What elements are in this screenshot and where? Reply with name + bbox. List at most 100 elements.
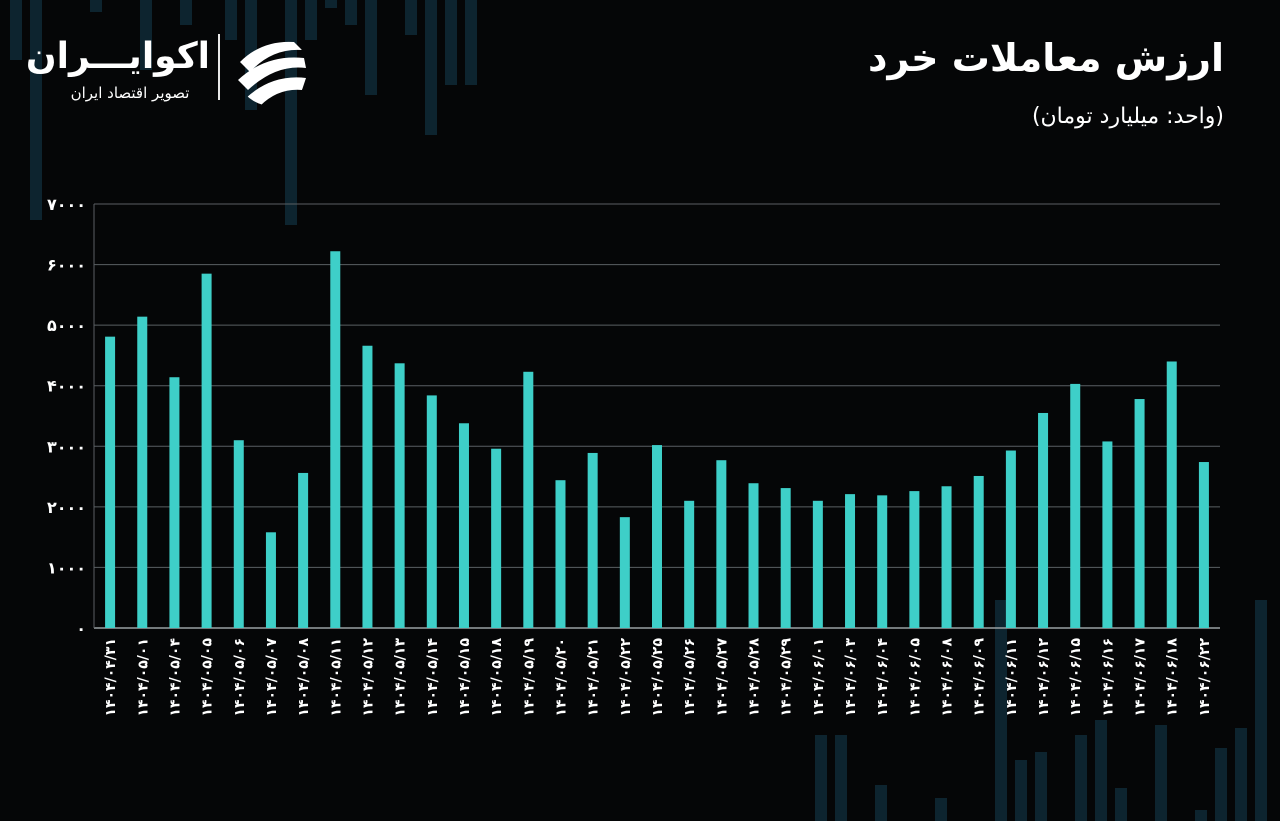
chart-subtitle: (واحد: میلیارد تومان)	[1031, 104, 1224, 129]
bar	[1070, 383, 1081, 628]
background-candle	[1095, 720, 1107, 821]
background-candle	[180, 0, 192, 25]
x-tick-label: ۱۴۰۴/۰۶/۰۹	[972, 638, 988, 717]
x-tick-label: ۱۴۰۴/۰۵/۱۱	[328, 638, 344, 717]
x-tick-label: ۱۴۰۴/۰۵/۲۸	[747, 638, 763, 717]
background-candle	[405, 0, 417, 35]
bar	[845, 494, 856, 628]
x-tick-label: ۱۴۰۴/۰۵/۲۵	[650, 638, 666, 717]
x-tick-label: ۱۴۰۴/۰۵/۱۵	[457, 638, 473, 717]
bar	[233, 440, 244, 628]
bar	[877, 495, 888, 628]
y-tick-label: ۲۰۰۰	[47, 498, 86, 517]
brand-name: اکوایـــران	[25, 36, 210, 77]
background-candle	[1255, 600, 1267, 821]
background-candle	[1035, 752, 1047, 821]
background-candle	[365, 0, 377, 95]
x-tick-label: ۱۴۰۴/۰۵/۰۶	[232, 638, 248, 717]
background-candle	[1075, 735, 1087, 821]
x-tick-label: ۱۴۰۴/۰۶/۱۶	[1100, 638, 1116, 717]
bar	[909, 491, 920, 628]
background-candle	[465, 0, 477, 85]
y-tick-label: ۶۰۰۰	[47, 256, 86, 275]
x-tick-label: ۱۴۰۴/۰۵/۲۶	[682, 638, 698, 717]
background-candle	[10, 0, 22, 60]
background-candle	[1235, 728, 1247, 821]
x-tick-label: ۱۴۰۴/۰۶/۰۵	[907, 638, 923, 717]
x-tick-label: ۱۴۰۴/۰۵/۱۲	[360, 638, 376, 717]
chart-title: ارزش معاملات خرد	[867, 36, 1224, 80]
background-candle	[875, 785, 887, 821]
x-tick-label: ۱۴۰۴/۰۵/۲۰	[553, 638, 569, 717]
bar	[555, 480, 566, 628]
x-tick-label: ۱۴۰۴/۰۶/۰۸	[940, 638, 956, 717]
y-tick-label: ۵۰۰۰	[47, 316, 86, 335]
x-tick-label: ۱۴۰۴/۰۵/۲۷	[714, 638, 730, 717]
x-tick-label: ۱۴۰۴/۰۵/۰۸	[296, 638, 312, 717]
background-candle	[140, 0, 152, 70]
background-candle	[1195, 810, 1207, 821]
x-tick-label: ۱۴۰۴/۰۶/۰۳	[843, 638, 859, 717]
bar	[330, 251, 341, 628]
x-tick-label: ۱۴۰۴/۰۵/۲۹	[779, 638, 795, 717]
x-tick-label: ۱۴۰۴/۰۵/۱۸	[489, 638, 505, 717]
bar	[1134, 399, 1145, 628]
bar	[1102, 441, 1113, 628]
background-candle	[90, 0, 102, 12]
background-candle	[325, 0, 337, 8]
bar	[105, 336, 116, 628]
background-candle	[345, 0, 357, 25]
brand-logo: اکوایـــران تصویر اقتصاد ایران	[25, 30, 320, 110]
x-tick-label: ۱۴۰۴/۰۵/۰۷	[264, 638, 280, 717]
background-candle	[225, 0, 237, 40]
x-tick-label: ۱۴۰۴/۰۶/۱۸	[1165, 638, 1181, 717]
background-candle	[995, 600, 1007, 821]
bar	[587, 452, 598, 628]
x-tick-label: ۱۴۰۴/۰۵/۱۴	[425, 638, 441, 717]
y-tick-label: ۰	[76, 619, 86, 638]
background-candle	[285, 0, 297, 225]
bar	[137, 316, 148, 628]
bar	[426, 395, 437, 628]
bar	[201, 273, 212, 628]
x-tick-label: ۱۴۰۴/۰۵/۱۳	[393, 638, 409, 717]
background-candle	[935, 798, 947, 821]
x-tick-label: ۱۴۰۴/۰۵/۲۱	[586, 638, 602, 717]
x-tick-label: ۱۴۰۴/۰۶/۰۴	[875, 638, 891, 717]
x-tick-label: ۱۴۰۴/۰۵/۱۹	[521, 638, 537, 717]
bar	[780, 488, 791, 628]
bar	[748, 483, 759, 628]
background-candle	[445, 0, 457, 85]
y-tick-label: ۳۰۰۰	[47, 437, 86, 456]
bar	[652, 445, 662, 628]
bar	[941, 486, 952, 628]
bar	[716, 460, 727, 628]
brand-tagline: تصویر اقتصاد ایران	[70, 84, 190, 102]
x-tick-label: ۱۴۰۴/۰۶/۰۱	[811, 638, 827, 717]
bar	[458, 423, 469, 628]
bar	[523, 371, 534, 628]
x-tick-label: ۱۴۰۴/۰۶/۱۱	[1004, 638, 1020, 717]
x-tick-label: ۱۴۰۴/۰۴/۳۱	[103, 638, 119, 717]
bar	[1005, 450, 1016, 628]
x-tick-label: ۱۴۰۴/۰۶/۱۲	[1036, 638, 1052, 717]
background-candle	[835, 735, 847, 821]
background-candle	[1155, 725, 1167, 821]
bar	[394, 363, 405, 628]
background-candle	[1215, 748, 1227, 821]
bar	[362, 345, 373, 628]
bar	[812, 500, 823, 628]
bar	[491, 448, 502, 628]
x-tick-label: ۱۴۰۴/۰۵/۰۱	[135, 638, 151, 717]
background-candle	[1015, 760, 1027, 821]
x-tick-label: ۱۴۰۴/۰۶/۱۵	[1068, 638, 1084, 717]
bar	[1166, 361, 1177, 628]
bar	[973, 475, 984, 628]
x-tick-label: ۱۴۰۴/۰۶/۲۲	[1197, 638, 1213, 717]
y-tick-label: ۴۰۰۰	[47, 377, 86, 396]
background-candle	[30, 0, 42, 220]
background-candle	[425, 0, 437, 135]
bar	[684, 500, 695, 628]
x-tick-label: ۱۴۰۴/۰۵/۰۴	[167, 638, 183, 717]
